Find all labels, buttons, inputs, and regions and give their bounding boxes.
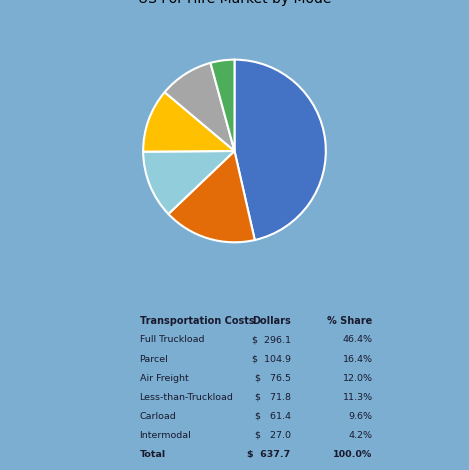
Wedge shape — [165, 63, 234, 151]
Text: Intermodal: Intermodal — [140, 431, 191, 440]
Text: % Share: % Share — [327, 316, 372, 326]
Text: $   61.4: $ 61.4 — [255, 412, 291, 421]
Wedge shape — [143, 92, 234, 152]
Wedge shape — [168, 151, 255, 243]
Text: $  637.7: $ 637.7 — [247, 450, 291, 459]
Text: 46.4%: 46.4% — [342, 336, 372, 345]
Title: US For-Hire Market by Mode: US For-Hire Market by Mode — [138, 0, 331, 7]
Text: Full Truckload: Full Truckload — [140, 336, 204, 345]
Legend: Full Truckload, Parcel, Air Freight, Less-than-Truckload, Carload, Intermodal: Full Truckload, Parcel, Air Freight, Les… — [67, 312, 402, 320]
Text: Transportation Costs: Transportation Costs — [140, 316, 254, 326]
Text: $   27.0: $ 27.0 — [255, 431, 291, 440]
Text: $  296.1: $ 296.1 — [251, 336, 291, 345]
Text: Total: Total — [140, 450, 166, 459]
Text: Air Freight: Air Freight — [140, 374, 189, 383]
Text: 4.2%: 4.2% — [348, 431, 372, 440]
Text: Less-than-Truckload: Less-than-Truckload — [140, 393, 234, 402]
Wedge shape — [234, 60, 326, 240]
Text: 16.4%: 16.4% — [342, 354, 372, 364]
Text: 11.3%: 11.3% — [342, 393, 372, 402]
Wedge shape — [143, 151, 234, 214]
Text: 9.6%: 9.6% — [348, 412, 372, 421]
Text: 100.0%: 100.0% — [333, 450, 372, 459]
Text: Carload: Carload — [140, 412, 176, 421]
Text: $  104.9: $ 104.9 — [251, 354, 291, 364]
Wedge shape — [211, 60, 234, 151]
Text: $   76.5: $ 76.5 — [255, 374, 291, 383]
Text: $   71.8: $ 71.8 — [255, 393, 291, 402]
Text: Dollars: Dollars — [252, 316, 291, 326]
Text: Parcel: Parcel — [140, 354, 168, 364]
Text: 12.0%: 12.0% — [342, 374, 372, 383]
